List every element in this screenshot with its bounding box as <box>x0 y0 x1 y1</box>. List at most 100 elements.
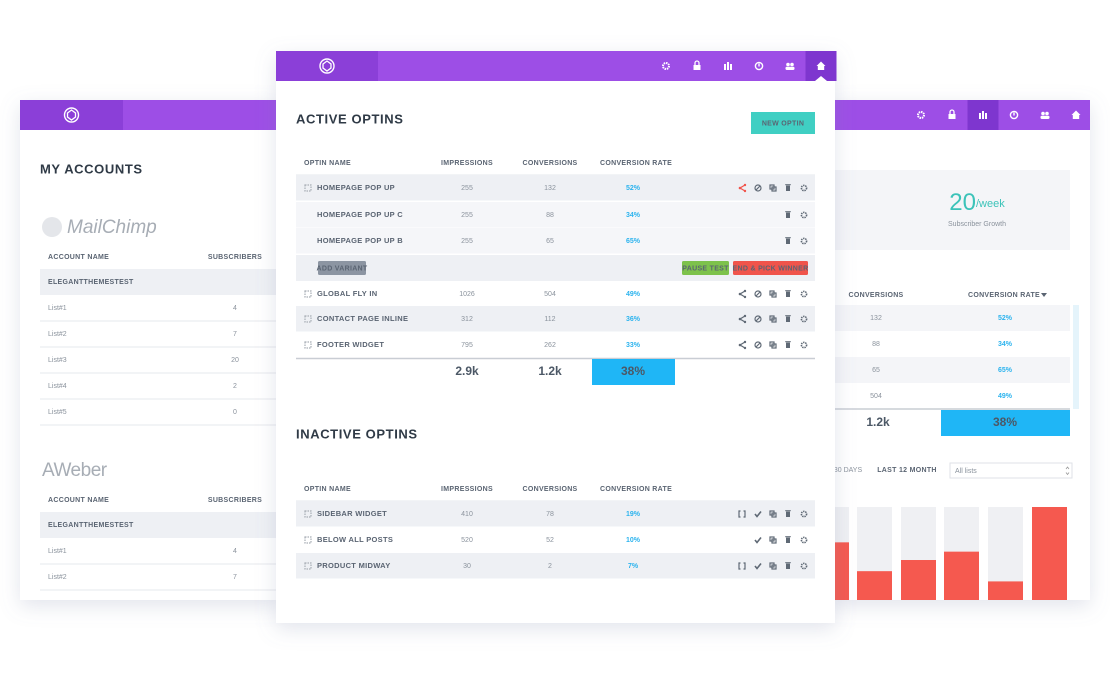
action-button[interactable] <box>798 534 810 546</box>
optin-name: FOOTER WIDGET <box>317 340 384 349</box>
action-button[interactable] <box>798 209 810 221</box>
panel-title: MY ACCOUNTS <box>40 161 143 176</box>
action-button[interactable] <box>798 288 810 300</box>
action-button[interactable] <box>736 182 748 194</box>
nav-settings[interactable] <box>662 62 670 70</box>
nav-lock[interactable] <box>948 114 956 119</box>
column-header: ACCOUNT NAME <box>48 254 109 261</box>
conversion-rate: 19% <box>626 511 641 518</box>
list-name: List#2 <box>48 331 67 338</box>
icon-disable <box>754 184 762 192</box>
icon-type <box>304 562 312 570</box>
nav-stats[interactable] <box>724 64 726 70</box>
stat-label: Subscriber Growth <box>948 221 1006 228</box>
icon-trash <box>786 511 790 517</box>
action-button[interactable] <box>736 288 748 300</box>
icon-copy <box>771 343 777 349</box>
conversions: 262 <box>544 342 556 349</box>
stat-box <box>828 170 1070 250</box>
nav-stats[interactable] <box>730 64 732 70</box>
action-button[interactable] <box>736 339 748 351</box>
icon-disable <box>755 185 761 191</box>
list-subscribers: 4 <box>233 548 237 555</box>
icon-type <box>304 341 312 349</box>
list-select[interactable] <box>949 462 1073 479</box>
conversions: 2 <box>548 563 552 570</box>
conversions: 88 <box>872 341 880 348</box>
table-row <box>828 383 1070 409</box>
icon-split <box>743 295 747 299</box>
icon-copy <box>771 317 777 323</box>
list-name: List#5 <box>48 409 67 416</box>
nav-home[interactable] <box>816 61 826 71</box>
nav-home[interactable] <box>1071 110 1081 120</box>
nav-import[interactable] <box>1009 110 1019 120</box>
table-row <box>296 202 815 228</box>
icon-trash-lid <box>785 562 791 564</box>
action-button[interactable] <box>767 339 779 351</box>
impressions: 410 <box>461 511 473 518</box>
icon-activate <box>754 511 762 518</box>
table-row <box>828 357 1070 383</box>
nav-lock[interactable] <box>693 65 701 70</box>
table-row <box>296 306 815 332</box>
conversion-rate: 65% <box>998 367 1013 374</box>
action-button[interactable] <box>798 313 810 325</box>
action-button[interactable] <box>767 182 779 194</box>
conversion-rate: 34% <box>626 212 641 219</box>
icon-trash <box>786 537 790 543</box>
icon-split <box>743 183 747 187</box>
stats-panel: 20/week Subscriber Growth CONVERSIONS CONVE… <box>814 100 1090 600</box>
variant-button[interactable] <box>318 261 366 275</box>
optin-name: PRODUCT MIDWAY <box>317 561 391 570</box>
action-button[interactable] <box>736 560 748 572</box>
new-optin-button[interactable] <box>751 112 815 134</box>
variant-button[interactable] <box>733 261 808 275</box>
optins-panel: NEW OPTIN ACTIVE OPTINS OPTIN NAME IMPRESSI… <box>276 51 837 623</box>
conversions: 504 <box>870 393 882 400</box>
nav-accounts <box>1040 115 1050 119</box>
nav-import[interactable] <box>754 61 764 71</box>
impressions: 1026 <box>459 291 475 298</box>
filter[interactable]: LAST 12 MONTH <box>877 467 937 474</box>
action-button[interactable] <box>798 339 810 351</box>
nav-stats[interactable] <box>985 113 987 119</box>
nav-stats[interactable] <box>979 113 981 119</box>
icon-disable <box>755 291 761 297</box>
action-button[interactable] <box>798 235 810 247</box>
icon-activate <box>754 563 762 570</box>
optin-name: BELOW ALL POSTS <box>317 535 393 544</box>
bar <box>988 581 1023 600</box>
action-button[interactable] <box>798 508 810 520</box>
column-header: OPTIN NAME <box>304 160 351 167</box>
icon-trash <box>786 316 790 322</box>
conversion-rate: 52% <box>626 185 641 192</box>
icon-disable <box>754 290 762 298</box>
nav-stats[interactable] <box>982 111 984 119</box>
bar <box>857 571 892 600</box>
action-button[interactable] <box>736 508 748 520</box>
nav-accounts <box>790 62 794 67</box>
logo <box>63 107 80 123</box>
action-button[interactable] <box>767 560 779 572</box>
table-row <box>296 332 815 358</box>
icon-type <box>304 536 312 544</box>
action-button[interactable] <box>767 313 779 325</box>
list-select-text: All lists <box>955 468 977 475</box>
icon-trash-lid <box>785 315 791 317</box>
action-button[interactable] <box>798 182 810 194</box>
nav-settings[interactable] <box>917 111 925 119</box>
icon-disable <box>754 315 762 323</box>
stat-value: 20/week <box>949 189 1005 216</box>
action-button[interactable] <box>767 534 779 546</box>
action-button[interactable] <box>798 560 810 572</box>
icon-trash-lid <box>785 536 791 538</box>
variant-button[interactable] <box>682 261 729 275</box>
action-button[interactable] <box>767 508 779 520</box>
nav-accounts[interactable] <box>786 62 790 67</box>
nav-stats[interactable] <box>727 62 729 70</box>
action-button[interactable] <box>767 288 779 300</box>
action-button[interactable] <box>736 313 748 325</box>
optin-name: CONTACT PAGE INLINE <box>317 314 408 323</box>
nav-accounts[interactable] <box>1041 111 1045 116</box>
